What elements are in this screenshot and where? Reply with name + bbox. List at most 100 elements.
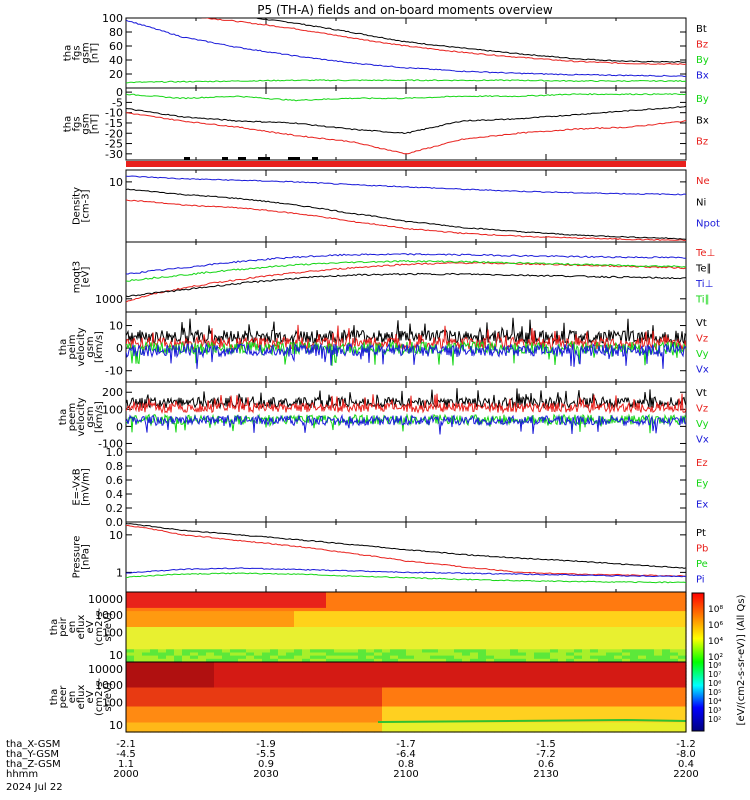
legend-pressure-pi: Pi [696, 575, 705, 586]
legend-temperature-te⊥: Te⊥ [695, 248, 715, 259]
y-tick-label: 0.6 [106, 474, 124, 487]
axis-row-value: -6.4 [396, 749, 416, 760]
y-tick-label: 0.8 [106, 460, 124, 473]
series-line-density-npot [126, 175, 686, 196]
status-bar [126, 161, 686, 167]
axis-row-value: 1.1 [118, 759, 134, 770]
colorbar-tick: 10⁸ [708, 661, 721, 670]
spectral-feature-line [377, 718, 687, 723]
legend-peem_velocity-vx: Vx [696, 435, 709, 446]
y-tick-label: 40 [109, 54, 123, 67]
y-axis-label: thafgsgsm[nT] [63, 42, 101, 63]
axis-row-value: -7.2 [536, 749, 556, 760]
y-tick-label: -5 [112, 96, 123, 109]
legend-peim_velocity-vt: Vt [696, 318, 707, 329]
panel-peim_velocity: thapeimvelocitygsm[km/s] 10 0 -10 Vt Vz Vy Vx [58, 311, 709, 383]
axis-row-label: hhmm [6, 769, 38, 780]
series-line-fgs_mag-bt [249, 18, 686, 63]
y-tick-label: -10 [105, 365, 123, 378]
axis-row-value: -2.1 [116, 739, 136, 750]
axis-row-label: tha_Y-GSM [6, 749, 59, 760]
panel-frame [125, 241, 687, 313]
series-line-fgs_comp-by [126, 93, 686, 102]
axis-row-value: 2200 [673, 769, 698, 780]
spectrogram-peir_spec [125, 591, 687, 663]
series-line-peem_velocity-vz [126, 393, 686, 415]
panel-peer_spec: thapeerenefluxeV(cm2-s-sr-eV) 10000 1000 10… [49, 661, 687, 733]
y-tick-label: -25 [105, 138, 123, 151]
series-line-temperature-ti⊥ [126, 253, 686, 275]
y-tick-label: 10 [109, 649, 123, 662]
axis-row-value: 0.4 [678, 759, 694, 770]
legend-efield-ey: Ey [696, 479, 708, 490]
series-line-peim_velocity-vz [126, 324, 686, 351]
axis-row-label: tha_Z-GSM [6, 759, 61, 770]
axis-row-value: 2130 [533, 769, 558, 780]
y-tick-label: 1000 [95, 293, 123, 306]
y-tick-label: 0.2 [106, 502, 124, 515]
axis-row-value: 0.9 [258, 759, 274, 770]
y-tick-label: 10000 [88, 593, 123, 606]
y-tick-label: -10 [105, 107, 123, 120]
y-axis-label: Pressure[nPa] [72, 536, 92, 579]
legend-efield-ex: Ex [696, 499, 708, 510]
legend-pressure-pe: Pe [696, 559, 708, 570]
legend-fgs_mag-by: By [696, 55, 709, 66]
panel-efield: E=-VxB[mV/m] 1.00.80.60.40.20.0 Ez Ey Ex [72, 446, 709, 529]
colorbar-label: [eV/(cm2-s-sr-eV)] (All Qs) [736, 594, 747, 725]
panel-peem_velocity: thapeemvelocitygsm[km/s]200 100 0 -100 Vt Vz V… [58, 381, 709, 453]
axis-row-label: tha_X-GSM [6, 739, 60, 750]
colorbar-tick: 10² [708, 653, 723, 663]
series-line-density-ne [126, 199, 686, 242]
panel-temperature: moqt3[eV]1000 Te⊥ Te∥ Ti⊥ Ti∥ [72, 241, 715, 313]
legend-peim_velocity-vy: Vy [696, 349, 709, 360]
legend-density-npot: Npot [696, 219, 720, 230]
colorbar-tick: 10² [708, 715, 721, 724]
panel-density: Density[cm-3] 10 Ne Ni Npot [72, 169, 720, 243]
y-axis-label: Density[cm-3] [72, 187, 92, 225]
colorbar-tick: 10⁶ [708, 679, 721, 688]
y-tick-label: -30 [105, 148, 123, 161]
series-line-fgs_comp-bx [126, 105, 686, 135]
legend-fgs_comp-bz: Bz [696, 137, 708, 148]
y-tick-label: 1000 [95, 679, 123, 692]
panel-frame [125, 17, 687, 89]
series-line-fgs_mag-by [126, 79, 686, 84]
axis-row-value: -4.5 [116, 749, 136, 760]
y-axis-label: thapeemvelocitygsm[km/s] [58, 397, 105, 436]
series-line-fgs_comp-bz [126, 112, 686, 155]
panel-fgs_comp: thafgsgsm[nT] 0-5-10-15-20-25-30 By Bx Bz [63, 86, 709, 161]
axis-row-value: -1.2 [676, 739, 696, 750]
colorbar-tick: 10⁴ [708, 637, 723, 647]
y-tick-label: 0 [116, 86, 123, 99]
axis-row-value: -1.9 [256, 739, 276, 750]
y-tick-label: 60 [109, 40, 123, 53]
legend-pressure-pt: Pt [696, 528, 706, 539]
axis-row-value: 0.6 [538, 759, 554, 770]
colorbar-tick: 10⁶ [708, 621, 723, 631]
y-tick-label: 100 [102, 627, 123, 640]
date-label: 2024 Jul 22 [6, 782, 63, 793]
legend-density-ni: Ni [696, 197, 706, 208]
y-tick-label: -100 [98, 437, 123, 450]
legend-temperature-ti∥: Ti∥ [695, 295, 710, 306]
legend-fgs_mag-bz: Bz [696, 40, 708, 51]
legend-efield-ez: Ez [696, 458, 708, 469]
series-line-pressure-pt [126, 523, 686, 569]
colorbar-gradient [691, 592, 705, 732]
panel-pressure: Pressure[nPa] 10 1 Pt Pb Pe Pi [72, 521, 708, 593]
panels: thafgsgsm[nT]10080604020BtBzByBxthafgsgs… [49, 12, 747, 733]
y-tick-label: 0.0 [106, 516, 124, 529]
y-tick-label: 10 [109, 176, 123, 189]
y-tick-label: 100 [102, 697, 123, 710]
y-tick-label: -20 [105, 127, 123, 140]
series-line-pressure-pe [126, 572, 686, 584]
legend-peem_velocity-vz: Vz [696, 404, 708, 415]
y-axis-label: thapeerenefluxeV(cm2-s-sr-eV) [49, 678, 114, 716]
legend-pressure-pb: Pb [696, 544, 708, 555]
series-line-pressure-pi [126, 567, 686, 578]
y-axis-label: moqt3[eV] [72, 261, 92, 294]
legend-temperature-te∥: Te∥ [695, 264, 712, 275]
